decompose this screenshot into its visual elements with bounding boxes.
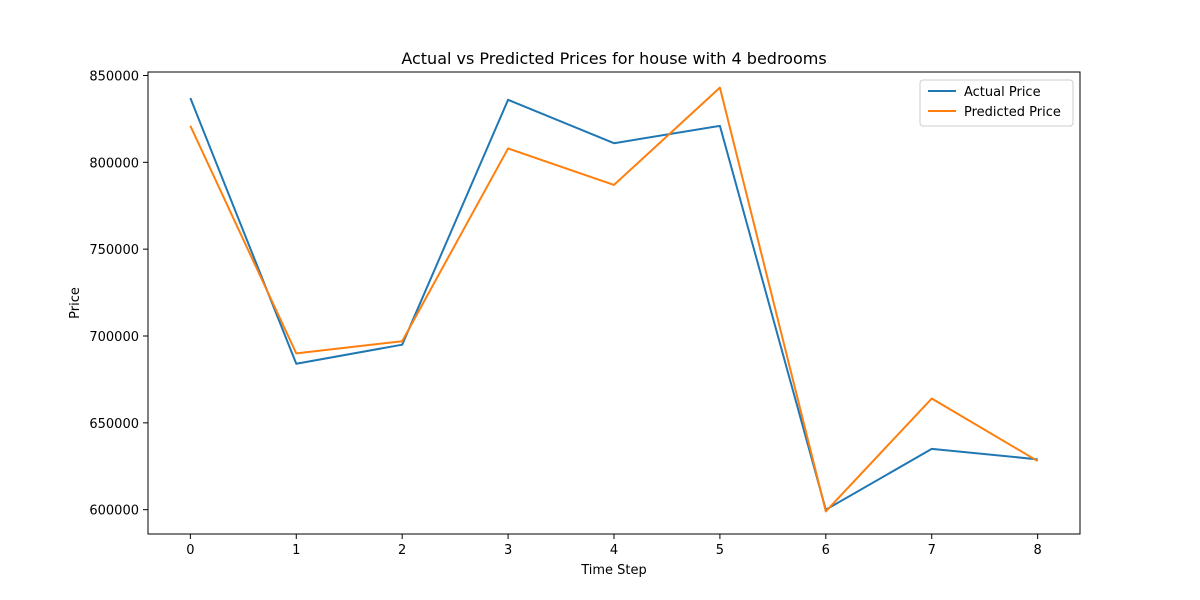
x-tick-label: 6 [822, 543, 830, 558]
y-tick-label: 650000 [89, 417, 139, 432]
y-tick-label: 700000 [89, 330, 139, 345]
legend-entry: Predicted Price [964, 105, 1061, 120]
y-tick-label: 800000 [89, 156, 139, 171]
x-tick-label: 4 [610, 543, 618, 558]
x-tick-label: 0 [186, 543, 194, 558]
x-axis: 0 1 2 3 4 5 6 7 8 [186, 534, 1042, 558]
series-line-actual-price [189, 97, 1038, 511]
chart-title: Actual vs Predicted Prices for house wit… [401, 49, 826, 68]
x-tick-label: 1 [292, 543, 300, 558]
x-tick-label: 8 [1033, 543, 1041, 558]
series-layer [189, 86, 1039, 513]
legend-box [919, 79, 1074, 127]
y-axis-label: Price [68, 287, 83, 319]
y-axis: 600000 650000 700000 750000 800000 850000 [89, 69, 148, 519]
y-tick-label: 600000 [89, 504, 139, 519]
x-tick-label: 3 [504, 543, 512, 558]
x-tick-label: 5 [716, 543, 724, 558]
series-line-predicted-price [189, 86, 1039, 513]
y-tick-label: 850000 [89, 69, 139, 84]
y-tick-label: 750000 [89, 243, 139, 258]
x-tick-label: 7 [928, 543, 936, 558]
x-tick-label: 2 [398, 543, 406, 558]
legend: Actual Price Predicted Price [919, 79, 1074, 127]
legend-entry: Actual Price [964, 85, 1041, 100]
x-axis-label: Time Step [580, 563, 647, 578]
plot-frame [147, 71, 1081, 535]
